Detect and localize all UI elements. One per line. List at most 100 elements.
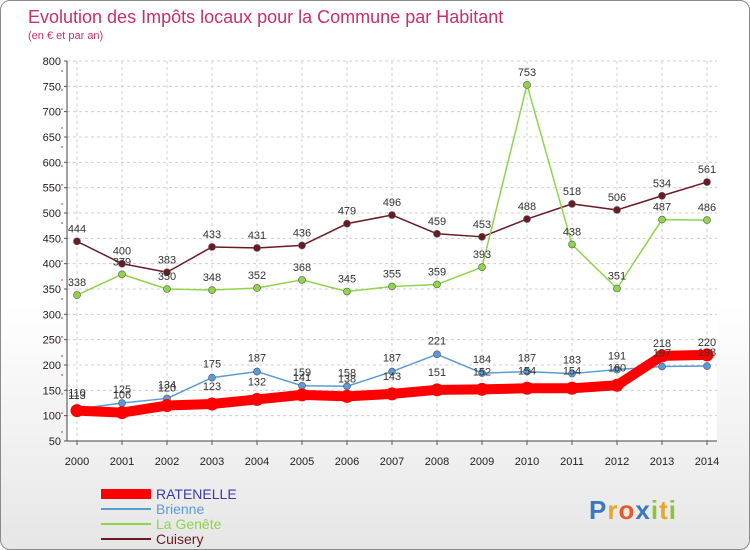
x-tick-label: 2007	[380, 456, 404, 468]
legend-label: RATENELLE	[156, 486, 237, 502]
x-tick-label: 2001	[110, 456, 134, 468]
data-label: 221	[428, 335, 446, 347]
plot-area	[67, 61, 717, 441]
data-label: 154	[563, 365, 581, 377]
data-label: 383	[158, 254, 176, 266]
data-label: 187	[518, 353, 536, 365]
data-point	[568, 200, 576, 208]
data-point	[343, 219, 351, 228]
data-point	[163, 268, 171, 277]
data-point	[118, 259, 126, 268]
y-tick-label: 100	[43, 411, 61, 423]
data-label: 479	[338, 206, 356, 218]
data-label: 488	[518, 201, 536, 213]
data-label: 393	[473, 249, 491, 261]
y-tick-label: 800	[43, 56, 61, 68]
data-point	[253, 244, 261, 252]
proxiti-logo: Proxiti	[589, 495, 676, 525]
data-label: 345	[338, 274, 356, 286]
data-label: 351	[608, 270, 626, 282]
data-label: 152	[473, 366, 491, 378]
data-label: 487	[653, 202, 671, 214]
data-point	[433, 280, 441, 289]
x-tick-label: 2012	[605, 456, 629, 468]
x-tick-label: 2010	[515, 456, 539, 468]
data-point	[520, 381, 534, 395]
y-tick-label: 700	[43, 107, 61, 119]
data-point	[568, 240, 576, 249]
x-tick-label: 2004	[245, 456, 269, 468]
data-label: 753	[518, 67, 536, 79]
data-point	[295, 388, 309, 402]
data-label: 433	[203, 229, 221, 241]
data-point	[73, 291, 81, 299]
data-label: 518	[563, 186, 581, 198]
legend-label: Brienne	[156, 501, 204, 517]
data-label: 444	[68, 223, 86, 235]
data-point	[208, 243, 216, 251]
data-label: 338	[68, 277, 86, 289]
data-point	[565, 381, 579, 395]
data-label: 348	[203, 272, 221, 284]
y-tick-label: 450	[43, 233, 61, 245]
data-point	[388, 211, 396, 219]
data-label: 453	[473, 219, 491, 231]
data-point	[340, 389, 354, 403]
data-label: 355	[383, 268, 401, 280]
y-tick-label: 350	[43, 284, 61, 296]
data-label: 368	[293, 262, 311, 274]
data-point	[658, 191, 666, 200]
data-label: 106	[113, 390, 131, 402]
y-tick-label: 300	[43, 309, 61, 321]
y-tick-label: 600	[43, 157, 61, 169]
data-label: 438	[563, 226, 581, 238]
y-tick-label: 500	[43, 208, 61, 220]
data-label: 191	[608, 351, 626, 363]
data-point	[655, 349, 669, 363]
data-point	[478, 233, 486, 241]
data-point	[703, 216, 711, 224]
data-point	[115, 406, 129, 420]
legend-label: Cuisery	[156, 531, 203, 547]
data-point	[253, 367, 261, 376]
data-point	[298, 276, 306, 284]
data-point	[73, 237, 81, 246]
x-tick-label: 2009	[470, 456, 494, 468]
data-label: 352	[248, 270, 266, 282]
data-point	[433, 350, 441, 359]
data-point	[385, 387, 399, 401]
data-point	[388, 282, 396, 291]
data-point	[388, 367, 396, 376]
data-label: 459	[428, 216, 446, 228]
data-label: 154	[518, 365, 536, 377]
data-label: 120	[158, 383, 176, 395]
data-label: 187	[383, 353, 401, 365]
data-label: 125	[113, 384, 131, 396]
data-label: 561	[698, 164, 716, 176]
data-label: 220	[698, 337, 716, 349]
data-label: 218	[653, 338, 671, 350]
x-tick-label: 2005	[290, 456, 314, 468]
data-label: 198	[698, 347, 716, 359]
data-label: 110	[68, 388, 86, 400]
data-label: 113	[68, 390, 86, 402]
x-tick-label: 2006	[335, 456, 359, 468]
y-tick-label: 650	[43, 132, 61, 144]
data-point	[250, 392, 264, 406]
x-tick-label: 2000	[65, 456, 89, 468]
data-label: 151	[428, 367, 446, 379]
y-tick-label: 150	[43, 385, 61, 397]
data-point	[118, 270, 126, 279]
data-label: 486	[698, 202, 716, 214]
data-point	[658, 362, 666, 371]
data-label: 159	[293, 367, 311, 379]
data-point	[658, 215, 666, 224]
data-label: 534	[653, 178, 671, 190]
data-label: 138	[338, 373, 356, 385]
legend-label: La Genête	[156, 516, 222, 532]
data-point	[430, 383, 444, 397]
data-label: 160	[608, 362, 626, 374]
y-tick-label: 550	[43, 183, 61, 195]
data-point	[613, 284, 621, 293]
